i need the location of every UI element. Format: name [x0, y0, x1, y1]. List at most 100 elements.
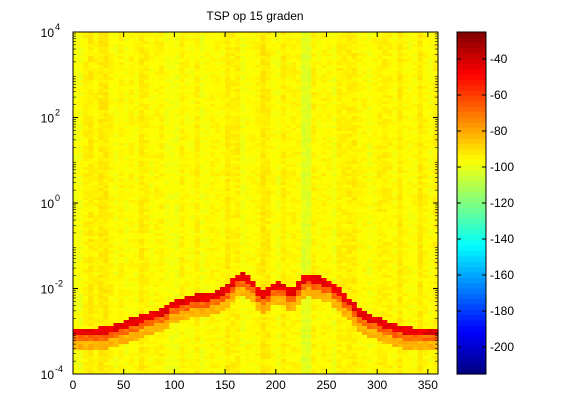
heatmap-cell	[275, 368, 282, 372]
heatmap-cell	[290, 74, 297, 78]
heatmap-cell	[128, 308, 135, 312]
heatmap-cell	[103, 182, 110, 186]
heatmap-cell	[88, 131, 94, 135]
heatmap-cell	[93, 230, 99, 234]
heatmap-cell	[179, 308, 186, 312]
heatmap-cell	[280, 299, 287, 303]
heatmap-cell	[133, 224, 140, 228]
heatmap-cell	[225, 371, 231, 374]
heatmap-cell	[98, 233, 105, 237]
heatmap-cell	[169, 269, 175, 273]
heatmap-cell	[255, 113, 262, 117]
heatmap-cell	[88, 182, 94, 186]
heatmap-cell	[174, 41, 181, 45]
heatmap-cell	[174, 290, 181, 294]
heatmap-cell	[255, 83, 262, 87]
heatmap-cell	[93, 224, 99, 228]
heatmap-cell	[179, 365, 186, 369]
heatmap-cell	[240, 212, 246, 216]
heatmap-cell	[88, 32, 94, 36]
heatmap-cell	[265, 134, 272, 138]
heatmap-cell	[285, 77, 292, 81]
heatmap-cell	[123, 215, 130, 219]
heatmap-cell	[194, 197, 201, 201]
heatmap-cell	[149, 233, 155, 237]
heatmap-cell	[260, 248, 267, 252]
heatmap-cell	[285, 242, 292, 246]
heatmap-cell	[199, 371, 206, 374]
heatmap-cell	[209, 161, 216, 165]
heatmap-cell	[73, 242, 79, 246]
heatmap-cell	[270, 344, 277, 348]
heatmap-cell	[255, 308, 262, 312]
heatmap-cell	[118, 77, 125, 81]
heatmap-cell	[290, 230, 297, 234]
heatmap-cell	[73, 278, 79, 282]
heatmap-cell	[240, 281, 246, 285]
heatmap-cell	[194, 188, 201, 192]
heatmap-cell	[174, 344, 181, 348]
heatmap-cell	[123, 266, 130, 270]
heatmap-cell	[255, 188, 262, 192]
heatmap-cell	[194, 86, 201, 90]
heatmap-cell	[143, 95, 150, 99]
heatmap-cell	[174, 44, 181, 48]
heatmap-cell	[113, 260, 120, 264]
heatmap-cell	[143, 224, 150, 228]
heatmap-cell	[194, 38, 201, 42]
heatmap-cell	[275, 158, 282, 162]
heatmap-cell	[164, 320, 170, 324]
heatmap-cell	[164, 176, 170, 180]
heatmap-cell	[184, 182, 191, 186]
heatmap-cell	[103, 149, 110, 153]
heatmap-cell	[103, 221, 110, 225]
heatmap-cell	[123, 290, 130, 294]
heatmap-cell	[113, 77, 120, 81]
heatmap-cell	[78, 284, 84, 288]
heatmap-cell	[143, 146, 150, 150]
heatmap-cell	[285, 305, 292, 309]
heatmap-cell	[250, 308, 257, 312]
heatmap-cell	[123, 74, 130, 78]
heatmap-cell	[93, 119, 99, 123]
heatmap-cell	[154, 191, 160, 195]
heatmap-cell	[149, 242, 155, 246]
heatmap-cell	[225, 188, 231, 192]
heatmap-cell	[290, 278, 297, 282]
heatmap-cell	[230, 128, 236, 132]
heatmap-cell	[118, 107, 125, 111]
heatmap-cell	[118, 101, 125, 105]
heatmap-cell	[285, 269, 292, 273]
heatmap-cell	[143, 182, 150, 186]
heatmap-cell	[73, 227, 79, 231]
heatmap-cell	[199, 365, 206, 369]
heatmap-cell	[199, 332, 206, 336]
heatmap-cell	[88, 134, 94, 138]
heatmap-cell	[164, 62, 170, 66]
heatmap-cell	[118, 260, 125, 264]
heatmap-cell	[265, 356, 272, 360]
heatmap-cell	[88, 278, 94, 282]
heatmap-cell	[149, 257, 155, 261]
heatmap-cell	[260, 371, 267, 374]
heatmap-cell	[78, 359, 84, 363]
heatmap-cell	[118, 230, 125, 234]
heatmap-cell	[220, 131, 226, 135]
heatmap-cell	[275, 257, 282, 261]
heatmap-cell	[128, 134, 135, 138]
heatmap-cell	[199, 326, 206, 330]
heatmap-cell	[78, 347, 84, 351]
heatmap-cell	[204, 101, 211, 105]
heatmap-cell	[164, 215, 170, 219]
chart-title: TSP op 15 graden	[206, 9, 303, 23]
heatmap-cell	[265, 50, 272, 54]
heatmap-cell	[265, 344, 272, 348]
heatmap-cell	[149, 320, 155, 324]
heatmap-cell	[169, 281, 175, 285]
heatmap-cell	[220, 230, 226, 234]
heatmap-cell	[189, 212, 196, 216]
heatmap-cell	[214, 230, 221, 234]
heatmap-cell	[154, 158, 160, 162]
heatmap-cell	[194, 35, 201, 39]
heatmap-cell	[149, 227, 155, 231]
